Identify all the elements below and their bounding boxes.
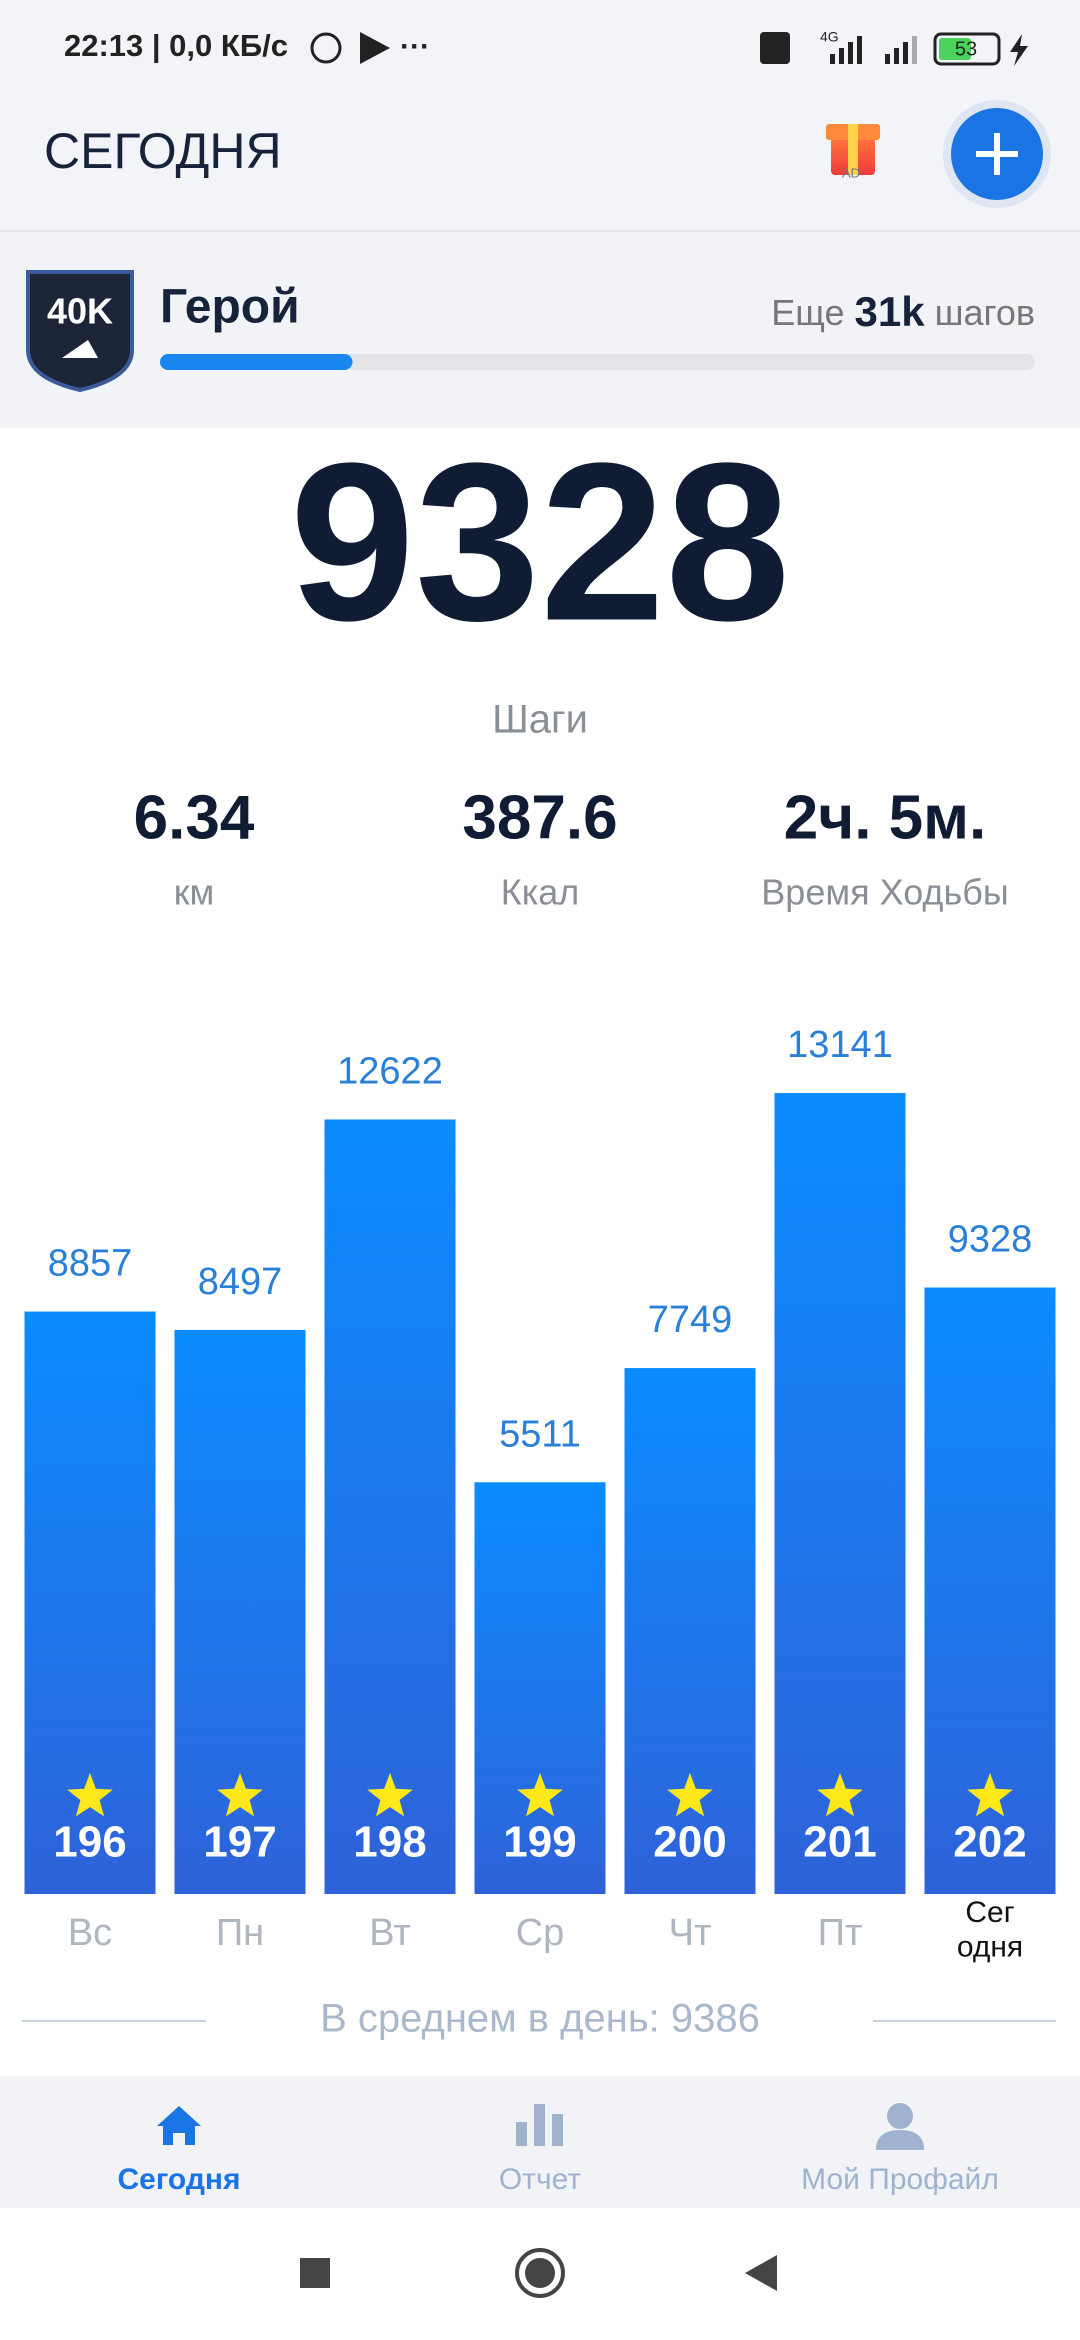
signal-icon	[830, 36, 917, 64]
x-tick-label: Ср	[516, 1912, 565, 1954]
day-number: 201	[803, 1818, 876, 1867]
x-tick-label: Чт	[669, 1912, 712, 1954]
star	[817, 1773, 863, 1817]
bar-value-label: 9328	[948, 1219, 1033, 1261]
bar-value-label: 7749	[648, 1299, 733, 1341]
home-button[interactable]	[515, 2248, 565, 2298]
stat-label: Ккал	[501, 872, 580, 913]
star	[67, 1773, 113, 1817]
bar	[174, 1329, 306, 1894]
level-badge: 40K	[26, 270, 134, 393]
star	[667, 1773, 713, 1817]
nav-label: Сегодня	[117, 2163, 240, 2196]
nav-labels: Сегодня Отчет Мой Профайл	[117, 2163, 998, 2196]
day-number: 199	[503, 1818, 576, 1867]
charge-icon	[1010, 34, 1028, 66]
bar	[624, 1368, 756, 1894]
recent-button[interactable]	[300, 2258, 330, 2288]
battery-fill	[939, 38, 971, 60]
x-tick-label: Пн	[216, 1912, 264, 1954]
x-tick-label: Сег одня	[957, 1896, 1023, 1964]
add-button[interactable]	[943, 100, 1051, 208]
level-bg	[0, 232, 1080, 428]
bar	[774, 1093, 906, 1894]
gift-button[interactable]: AD	[826, 124, 880, 180]
bar-value-label: 5511	[499, 1413, 581, 1455]
volte-icon	[760, 32, 790, 64]
play-icon	[360, 32, 390, 64]
star	[517, 1773, 563, 1817]
star	[217, 1773, 263, 1817]
nav-label: Мой Профайл	[801, 2163, 999, 2196]
network-type: 4G	[820, 29, 839, 45]
stat-value: 2ч. 5м.	[784, 783, 987, 852]
bar-value-label: 8497	[198, 1261, 283, 1303]
nav-label: Отчет	[499, 2163, 581, 2196]
battery-icon	[933, 32, 1001, 66]
stat-label: Время Ходьбы	[761, 872, 1008, 913]
progress-track	[160, 354, 1035, 370]
header-title: СЕГОДНЯ	[44, 123, 282, 179]
bar-value-label: 12622	[337, 1051, 443, 1093]
stat-value: 6.34	[134, 783, 255, 852]
battery-level: 53	[955, 38, 977, 60]
remaining-prefix: Еще	[771, 292, 844, 333]
day-number: 196	[53, 1818, 126, 1867]
nav-today[interactable]	[157, 2106, 201, 2145]
top-bg	[0, 0, 1080, 231]
star	[967, 1773, 1013, 1817]
more-dots: ···	[400, 30, 430, 63]
nav-profile[interactable]	[876, 2103, 924, 2150]
x-tick-label: Вс	[68, 1912, 112, 1954]
star	[367, 1773, 413, 1817]
ad-label: AD	[842, 165, 860, 180]
average-label: В среднем в день: 9386	[320, 1997, 760, 2041]
progress-fill	[160, 354, 353, 370]
day-number: 202	[953, 1818, 1026, 1867]
nav-report[interactable]	[516, 2104, 563, 2146]
status-time: 22:13 | 0,0 КБ/с	[64, 28, 288, 63]
steps-count: 9328	[290, 415, 791, 667]
day-number: 198	[353, 1818, 426, 1867]
badge-label: 40K	[47, 291, 113, 332]
x-tick-label: Вт	[369, 1912, 411, 1954]
stat-value: 387.6	[462, 783, 617, 852]
stat-label: км	[174, 872, 215, 913]
x-tick-label: Пт	[818, 1912, 863, 1954]
level-name: Герой	[160, 281, 300, 334]
remaining: Еще 31k шагов	[771, 288, 1035, 335]
chart: 6.34 км 387.6 Ккал 2ч. 5м. Время Ходьбы 8857 19…	[22, 783, 1056, 2041]
bar-value-label: 8857	[48, 1243, 133, 1285]
bar	[324, 1119, 456, 1894]
bar	[474, 1482, 606, 1894]
bar-value-label: 13141	[787, 1024, 893, 1066]
remaining-suffix: шагов	[935, 292, 1035, 333]
alarm-icon	[310, 32, 342, 64]
day-number: 200	[653, 1818, 726, 1867]
day-number: 197	[203, 1818, 276, 1867]
back-button[interactable]	[745, 2255, 777, 2291]
remaining-value: 31k	[855, 288, 926, 335]
steps-label: Шаги	[492, 698, 588, 742]
